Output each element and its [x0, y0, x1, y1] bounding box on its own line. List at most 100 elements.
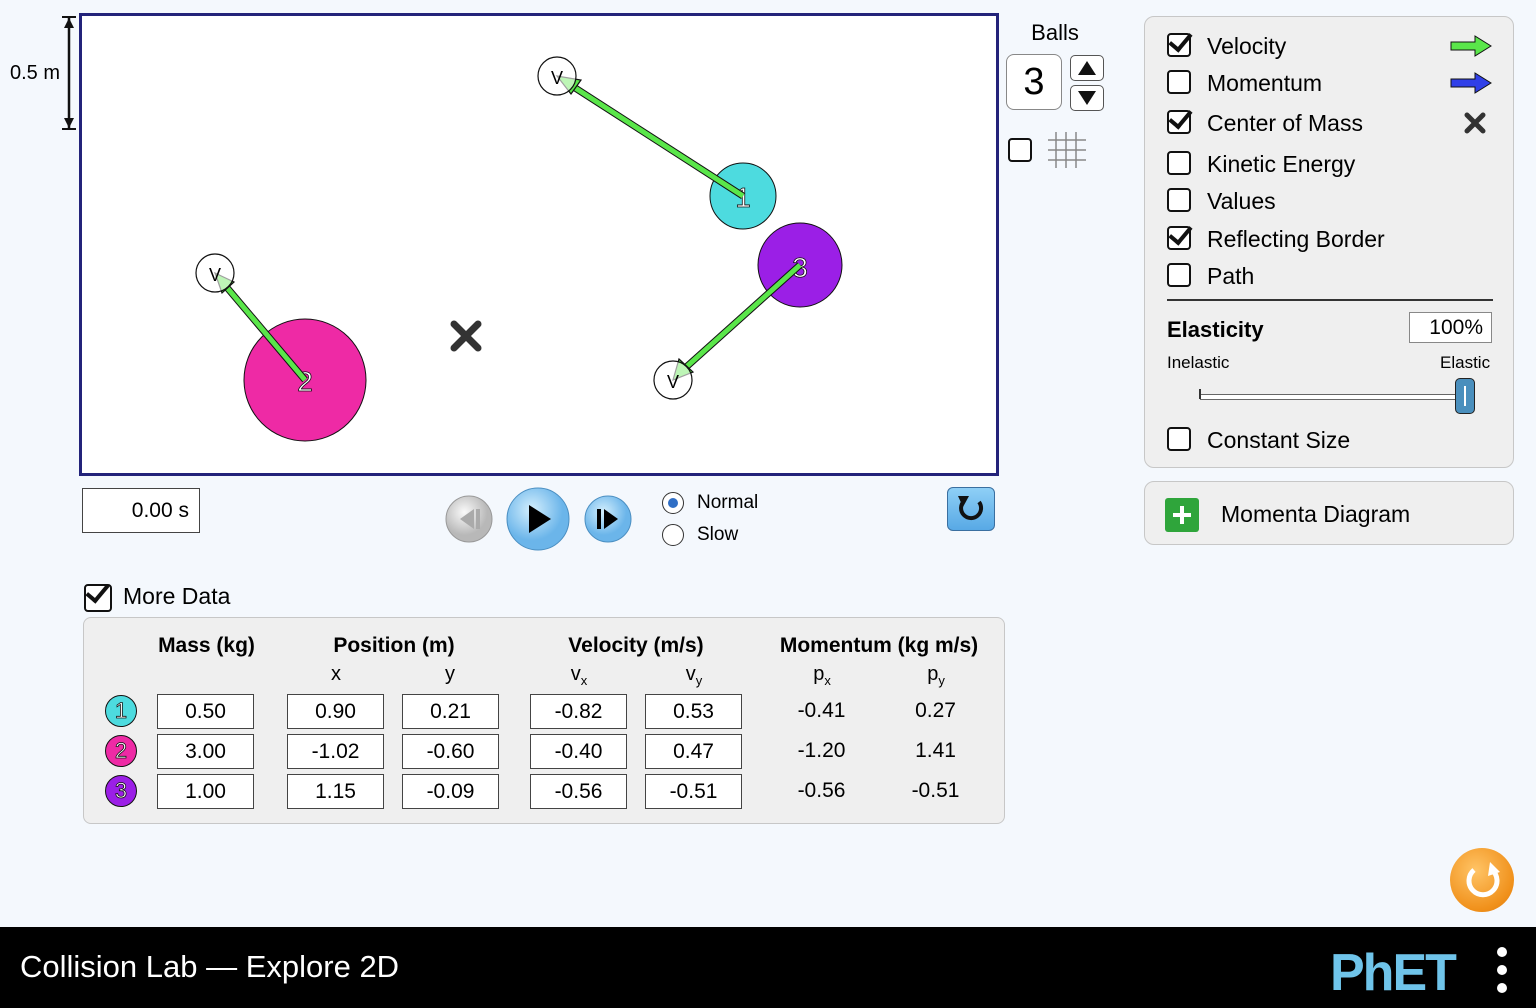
vx-1-field[interactable]: -0.82 [530, 694, 627, 729]
velocity-handle-3[interactable] [653, 360, 693, 400]
center-of-mass-icon [450, 320, 482, 352]
balls-count-value: 3 [1006, 54, 1062, 110]
subheader-vx: vx [570, 663, 588, 688]
py-3-value: -0.51 [911, 779, 960, 802]
path-checkbox[interactable] [1167, 263, 1191, 287]
data-table: Mass (kg) Position (m) Velocity (m/s) Mo… [83, 617, 1005, 824]
velocity-label: Velocity [1207, 33, 1287, 59]
kinetic-energy-label: Kinetic Energy [1207, 151, 1356, 177]
velocity-handle-3-label: V [667, 372, 679, 392]
more-data-label: More Data [123, 583, 231, 609]
px-3-value: -0.56 [797, 779, 846, 802]
velocity-handle-2[interactable] [195, 253, 235, 293]
step-backward-button[interactable] [444, 494, 494, 544]
phet-menu-icon[interactable] [1494, 947, 1510, 995]
mass-2-field[interactable]: 3.00 [157, 734, 254, 769]
speed-normal-radio[interactable] [662, 492, 684, 514]
momentum-arrow-icon [1450, 72, 1492, 94]
py-2-value: 1.41 [915, 739, 956, 762]
step-back-icon [460, 509, 474, 529]
row-2-badge: 2 [105, 735, 137, 767]
header-velocity: Velocity (m/s) [568, 634, 704, 657]
elastic-label: Elastic [1440, 353, 1491, 372]
vx-2-field[interactable]: -0.40 [530, 734, 627, 769]
velocity-handle-2-label: V [209, 265, 221, 285]
options-divider [1167, 299, 1493, 301]
mass-3-field[interactable]: 1.00 [157, 774, 254, 809]
elasticity-value-field[interactable]: 100% [1409, 312, 1492, 343]
center-of-mass-legend-icon [1464, 112, 1486, 134]
subheader-y: y [445, 663, 455, 685]
row-1-badge: 1 [105, 695, 137, 727]
x-3-field[interactable]: 1.15 [287, 774, 384, 809]
row-3-badge: 3 [105, 775, 137, 807]
phet-logo[interactable]: PhET [1330, 944, 1457, 1002]
balls-increment-button[interactable] [1070, 55, 1104, 81]
speed-slow-label: Slow [697, 524, 739, 545]
reflecting-border-checkbox[interactable] [1167, 226, 1191, 250]
header-position: Position (m) [333, 634, 455, 657]
path-label: Path [1207, 263, 1255, 289]
step-forward-icon [604, 509, 618, 529]
center-of-mass-label: Center of Mass [1207, 110, 1363, 136]
momenta-diagram-label: Momenta Diagram [1221, 501, 1411, 527]
scale-bar [62, 16, 76, 130]
speed-normal-label: Normal [697, 492, 759, 513]
values-checkbox[interactable] [1167, 188, 1191, 212]
balls-decrement-button[interactable] [1070, 85, 1104, 111]
arrow-down-icon [1078, 91, 1096, 105]
inelastic-label: Inelastic [1167, 353, 1230, 372]
elasticity-slider-track[interactable] [1200, 394, 1472, 400]
velocity-arrow-3 [672, 262, 803, 382]
mass-1-field[interactable]: 0.50 [157, 694, 254, 729]
ball-1-label: 1 [735, 182, 751, 213]
options-panel: Velocity Momentum Center of Mass Kinetic… [1144, 16, 1514, 468]
vy-1-field[interactable]: 0.53 [645, 694, 742, 729]
grid-icon [1048, 132, 1086, 168]
center-of-mass-checkbox[interactable] [1167, 110, 1191, 134]
velocity-checkbox[interactable] [1167, 33, 1191, 57]
subheader-vy: vy [685, 663, 703, 688]
y-3-field[interactable]: -0.09 [402, 774, 499, 809]
subheader-x: x [331, 663, 341, 685]
x-1-field[interactable]: 0.90 [287, 694, 384, 729]
velocity-arrow-icon [1450, 35, 1492, 57]
constant-size-label: Constant Size [1207, 427, 1351, 453]
momenta-diagram-panel[interactable]: Momenta Diagram [1144, 481, 1514, 545]
arrow-up-icon [1078, 61, 1096, 75]
navigation-bar: Collision Lab — Explore 2D PhET [0, 927, 1536, 1008]
restart-button[interactable] [947, 487, 995, 531]
grid-checkbox[interactable] [1008, 138, 1032, 162]
reset-all-button[interactable] [1450, 848, 1514, 912]
vy-3-field[interactable]: -0.51 [645, 774, 742, 809]
elasticity-label: Elasticity [1167, 317, 1264, 342]
vx-3-field[interactable]: -0.56 [530, 774, 627, 809]
kinetic-energy-checkbox[interactable] [1167, 151, 1191, 175]
expand-plus-icon[interactable] [1165, 498, 1199, 532]
more-data-checkbox[interactable] [84, 584, 112, 612]
values-label: Values [1207, 188, 1276, 214]
velocity-handle-1[interactable] [537, 56, 577, 96]
elasticity-slider-tick [1199, 389, 1201, 399]
elasticity-slider-thumb[interactable] [1455, 378, 1475, 414]
reset-all-icon [1466, 862, 1500, 898]
subheader-px: px [813, 663, 831, 688]
constant-size-checkbox[interactable] [1167, 427, 1191, 451]
play-area[interactable]: 1 3 2 V V V [79, 13, 999, 476]
play-icon [529, 505, 551, 533]
py-1-value: 0.27 [915, 699, 956, 722]
px-2-value: -1.20 [797, 739, 846, 762]
y-2-field[interactable]: -0.60 [402, 734, 499, 769]
momentum-checkbox[interactable] [1167, 70, 1191, 94]
play-area-canvas: 1 3 2 V V V [195, 56, 843, 442]
y-1-field[interactable]: 0.21 [402, 694, 499, 729]
reflecting-border-label: Reflecting Border [1207, 226, 1385, 252]
px-1-value: -0.41 [797, 699, 846, 722]
play-button[interactable] [505, 486, 571, 552]
restart-icon [958, 496, 984, 521]
x-2-field[interactable]: -1.02 [287, 734, 384, 769]
vy-2-field[interactable]: 0.47 [645, 734, 742, 769]
step-forward-button[interactable] [583, 494, 633, 544]
balls-label: Balls [1031, 20, 1079, 45]
speed-slow-radio[interactable] [662, 524, 684, 546]
